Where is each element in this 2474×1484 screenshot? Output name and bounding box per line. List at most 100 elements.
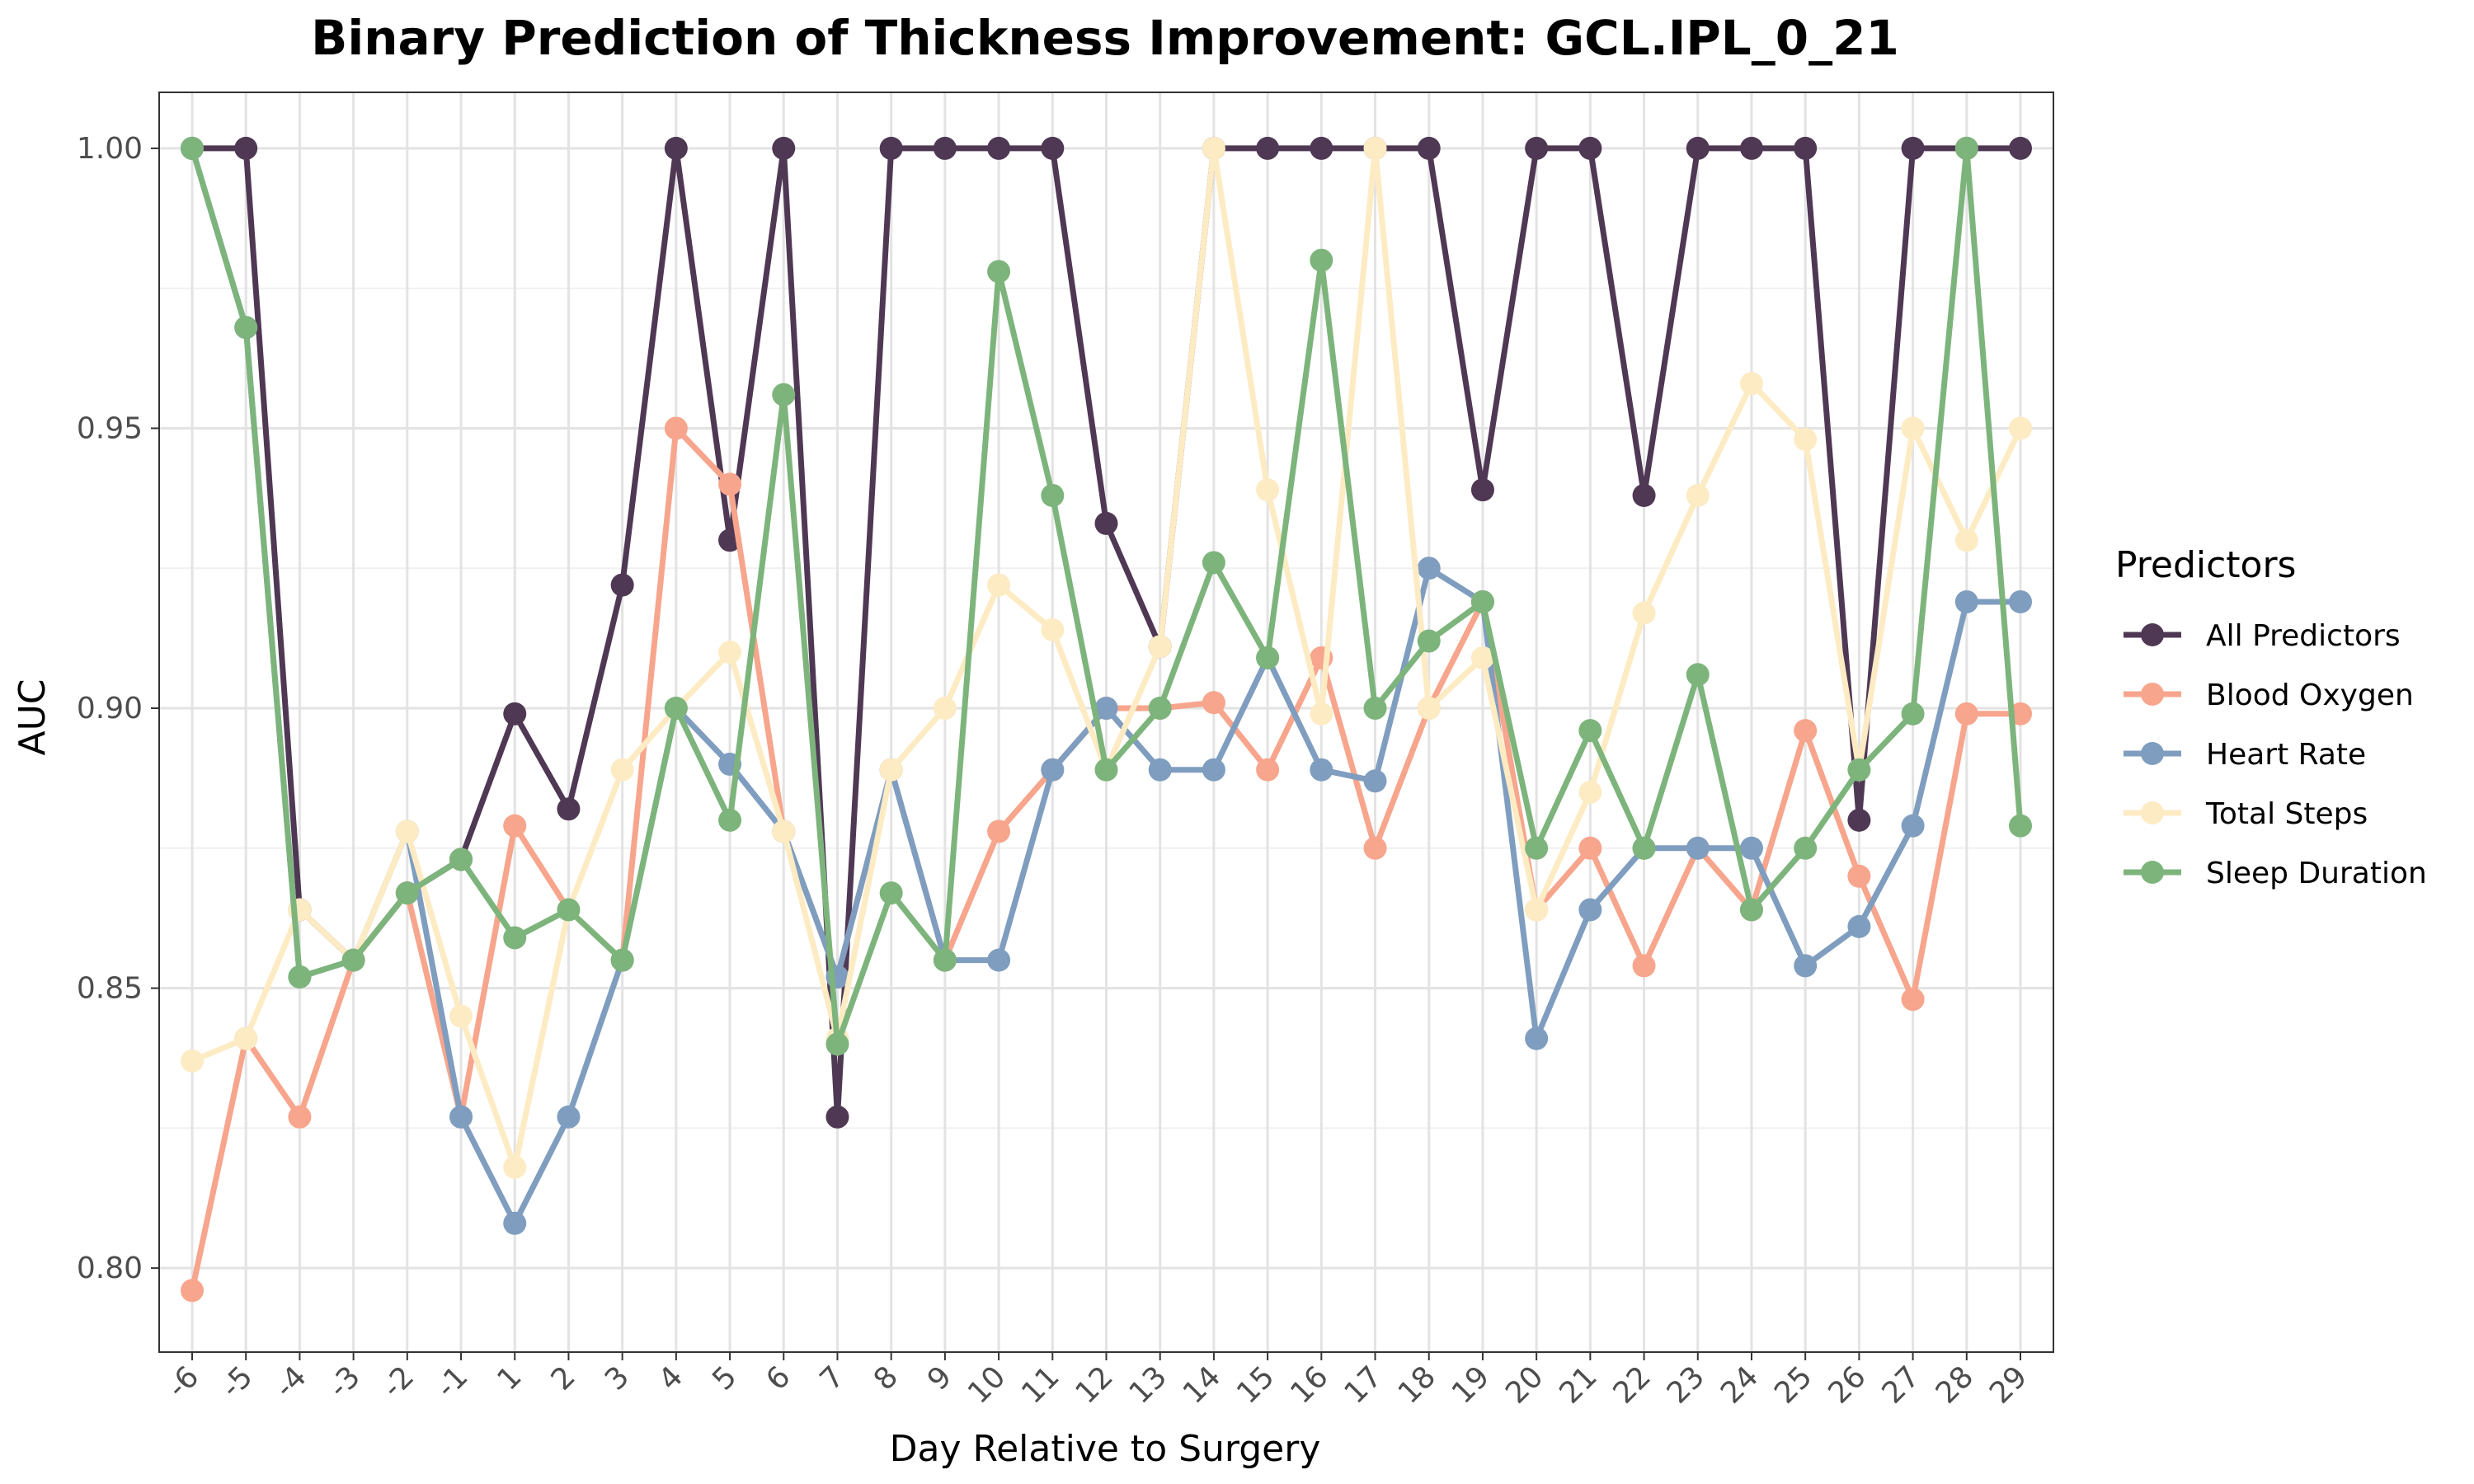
data-point bbox=[664, 697, 688, 721]
data-point bbox=[1256, 478, 1280, 502]
y-tick-label: 0.85 bbox=[77, 972, 143, 1006]
data-point bbox=[1954, 589, 1978, 613]
x-tick-label: 22 bbox=[1607, 1360, 1658, 1410]
data-point bbox=[1417, 697, 1441, 721]
data-point bbox=[449, 848, 473, 871]
data-point bbox=[610, 948, 634, 972]
plot-border bbox=[158, 92, 2054, 1353]
data-point bbox=[1094, 758, 1118, 782]
data-point bbox=[341, 948, 365, 972]
data-point bbox=[2009, 814, 2032, 838]
data-point bbox=[987, 573, 1011, 597]
data-point bbox=[1363, 769, 1387, 793]
legend-item: Heart Rate bbox=[2124, 738, 2366, 772]
x-tick-label: 6 bbox=[760, 1360, 797, 1397]
data-point bbox=[1794, 428, 1818, 452]
x-tick-label: 28 bbox=[1930, 1360, 1980, 1410]
data-point bbox=[1686, 136, 1710, 160]
legend-item: Sleep Duration bbox=[2124, 857, 2427, 890]
data-point bbox=[1202, 691, 1225, 715]
data-point bbox=[1202, 551, 1225, 575]
data-point bbox=[288, 1105, 312, 1129]
data-point bbox=[1686, 483, 1710, 507]
data-point bbox=[879, 136, 903, 160]
data-point bbox=[2009, 136, 2032, 160]
data-point bbox=[1954, 136, 1978, 160]
x-tick-label: 27 bbox=[1876, 1360, 1926, 1410]
x-tick-label: 7 bbox=[814, 1360, 851, 1397]
data-point bbox=[879, 881, 903, 905]
data-point bbox=[1256, 758, 1280, 782]
data-point bbox=[664, 416, 688, 440]
x-tick-label: 23 bbox=[1661, 1360, 1711, 1410]
x-tick-label: 25 bbox=[1768, 1360, 1818, 1410]
data-point bbox=[1148, 758, 1172, 782]
x-tick-label: 26 bbox=[1822, 1360, 1872, 1410]
data-point bbox=[1901, 814, 1925, 838]
x-tick-label: 3 bbox=[599, 1360, 636, 1397]
data-point bbox=[1148, 697, 1172, 721]
data-point bbox=[772, 383, 796, 406]
x-tick-label: 17 bbox=[1338, 1360, 1389, 1410]
data-point bbox=[718, 472, 742, 496]
x-tick-label: 11 bbox=[1015, 1360, 1065, 1410]
data-point bbox=[825, 1032, 849, 1056]
data-point bbox=[1901, 416, 1925, 440]
data-point bbox=[1525, 1026, 1549, 1050]
data-point bbox=[825, 1105, 849, 1129]
data-point bbox=[1847, 758, 1871, 782]
data-point bbox=[1632, 836, 1656, 860]
data-point bbox=[1794, 836, 1818, 860]
x-tick-label: -3 bbox=[322, 1360, 367, 1404]
legend-label: Total Steps bbox=[2205, 797, 2368, 831]
series-sleep-duration bbox=[181, 136, 2032, 1056]
x-tick-label: 18 bbox=[1392, 1360, 1442, 1410]
data-point bbox=[181, 1049, 204, 1073]
y-axis-title: AUC bbox=[12, 679, 54, 755]
y-tick-label: 0.80 bbox=[77, 1252, 143, 1285]
data-point bbox=[1847, 808, 1871, 832]
data-point bbox=[181, 1279, 204, 1303]
data-point bbox=[1686, 836, 1710, 860]
data-point bbox=[503, 702, 527, 726]
x-tick-label: 9 bbox=[921, 1360, 958, 1397]
data-point bbox=[1901, 988, 1925, 1012]
data-point bbox=[1041, 483, 1065, 507]
x-tick-label: -6 bbox=[161, 1360, 205, 1404]
x-tick-label: -2 bbox=[376, 1360, 421, 1404]
legend: Predictors All Predictors Blood Oxygen Hea… bbox=[2115, 544, 2427, 890]
data-point bbox=[1686, 663, 1710, 687]
data-point bbox=[987, 260, 1011, 284]
data-point bbox=[1470, 589, 1494, 613]
x-tick-label: -1 bbox=[430, 1360, 474, 1404]
data-point bbox=[1470, 478, 1494, 502]
x-axis-title: Day Relative to Surgery bbox=[890, 1428, 1321, 1470]
x-tick-label: 8 bbox=[868, 1360, 905, 1397]
data-point bbox=[1901, 136, 1925, 160]
data-point bbox=[1739, 898, 1763, 922]
legend-label: Heart Rate bbox=[2206, 738, 2366, 772]
data-point bbox=[1578, 836, 1602, 860]
data-point bbox=[1417, 136, 1441, 160]
legend-label: Sleep Duration bbox=[2206, 857, 2427, 890]
y-tick-label: 0.95 bbox=[77, 411, 143, 445]
data-point bbox=[503, 814, 527, 838]
data-point bbox=[718, 808, 742, 832]
legend-item: Blood Oxygen bbox=[2124, 679, 2414, 712]
legend-title: Predictors bbox=[2115, 544, 2296, 586]
data-point bbox=[1202, 758, 1225, 782]
data-point bbox=[557, 797, 581, 821]
data-point bbox=[664, 136, 688, 160]
legend-key-point bbox=[2141, 742, 2164, 765]
data-point bbox=[772, 136, 796, 160]
data-point bbox=[1363, 697, 1387, 721]
data-point bbox=[718, 641, 742, 665]
data-point bbox=[395, 819, 419, 843]
x-tick-label: 19 bbox=[1446, 1360, 1496, 1410]
data-point bbox=[1794, 136, 1818, 160]
data-point bbox=[1632, 483, 1656, 507]
data-point bbox=[234, 1026, 258, 1050]
data-point bbox=[1310, 758, 1333, 782]
data-point bbox=[557, 1105, 581, 1129]
data-point bbox=[933, 948, 957, 972]
